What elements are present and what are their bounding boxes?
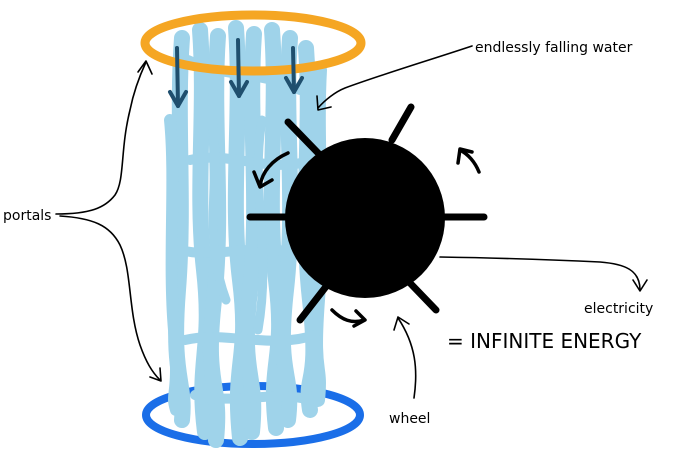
electricity-pointer-line <box>439 256 641 291</box>
water-flow-arrows <box>168 38 304 108</box>
label-electricity: electricity <box>584 301 653 317</box>
water-column <box>164 20 328 448</box>
top-portal <box>140 10 366 76</box>
down-arrow-icon <box>229 38 249 98</box>
wheel-pointer-line <box>397 317 417 399</box>
wheel-spokes <box>246 103 488 324</box>
label-infinite-energy: = INFINITE ENERGY <box>447 329 642 353</box>
down-arrow-icon <box>168 46 188 108</box>
rotation-arrow-icon <box>252 151 290 189</box>
rotation-arrow-icon <box>330 308 367 328</box>
portals-pointer-top <box>55 61 147 215</box>
label-portals: portals <box>3 208 51 224</box>
down-arrow-icon <box>284 46 304 94</box>
wheel <box>285 138 445 298</box>
water-pointer-line <box>317 45 473 109</box>
portals-pointer-bottom <box>59 215 161 381</box>
label-falling-water: endlessly falling water <box>475 40 633 56</box>
rotation-arrows <box>252 147 481 328</box>
label-wheel: wheel <box>389 411 430 427</box>
pointer-lines <box>55 45 648 399</box>
rotation-arrow-icon <box>456 147 481 174</box>
